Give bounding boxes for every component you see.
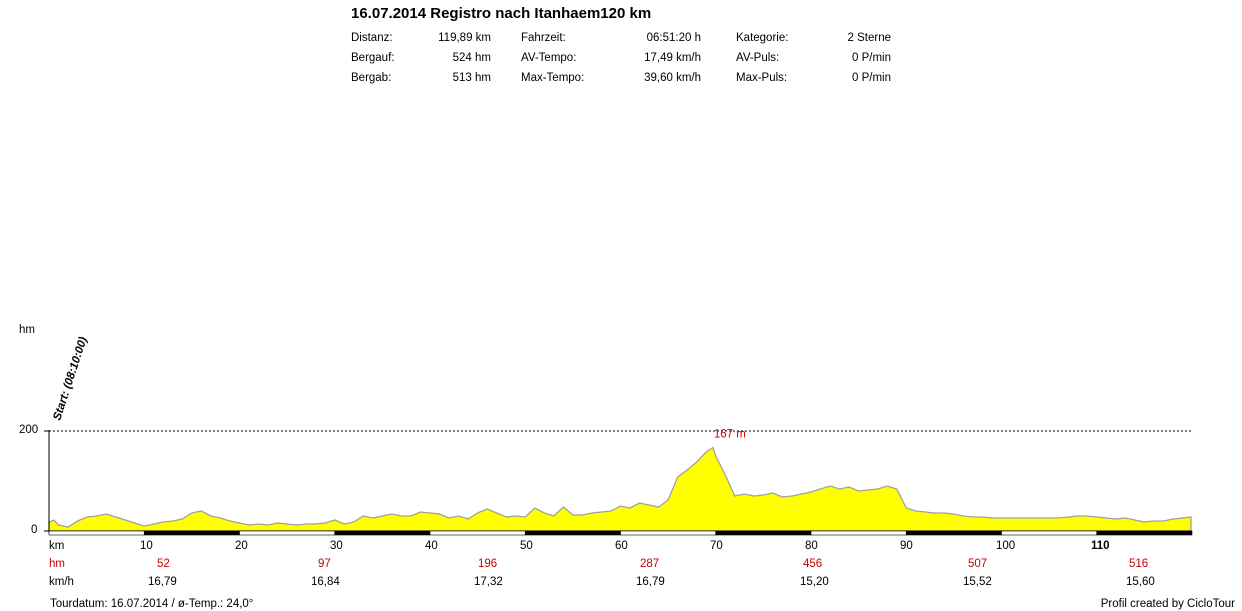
kmh-value: 16,79 [148, 576, 177, 588]
y-axis-unit-label: hm [19, 324, 35, 336]
distance-scale-bar [48, 530, 1193, 536]
x-tick-100: 100 [996, 540, 1016, 552]
kmh-value: 15,52 [963, 576, 992, 588]
hm-value: 52 [157, 558, 170, 570]
x-tick-20: 20 [235, 540, 248, 552]
x-tick-90: 90 [900, 540, 913, 552]
stat-label-ride-time: Fahrzeit: [521, 32, 566, 44]
x-tick-80: 80 [805, 540, 818, 552]
distance-bar-segment [429, 530, 526, 536]
stat-value-max-pulse: 0 P/min [852, 72, 891, 84]
stat-value-distance: 119,89 km [438, 32, 491, 44]
stat-value-avg-pulse: 0 P/min [852, 52, 891, 64]
distance-bar-segment [620, 530, 717, 536]
stat-value-max-speed: 39,60 km/h [644, 72, 701, 84]
hm-value: 456 [803, 558, 823, 570]
stat-label-avg-pulse: AV-Puls: [736, 52, 780, 64]
distance-bar-segment [905, 530, 1002, 536]
stat-label-distance: Distanz: [351, 32, 393, 44]
hm-row-label: hm [49, 558, 65, 570]
created-by-footer: Profil created by CicloTour [1100, 598, 1235, 610]
tour-date-footer: Tourdatum: 16.07.2014 / ø-Temp.: 24,0° [50, 598, 254, 610]
distance-bar-segment [1001, 530, 1098, 536]
kmh-value: 17,32 [474, 576, 503, 588]
kmh-value: 15,60 [1126, 576, 1155, 588]
distance-bar-segment [239, 530, 336, 536]
peak-annotation: 167 m [714, 429, 746, 441]
hm-value: 97 [318, 558, 331, 570]
hm-value: 507 [968, 558, 988, 570]
km-row-label: km [49, 540, 65, 552]
y-tick-0: 0 [31, 524, 38, 536]
distance-bar-segment [1096, 530, 1193, 536]
distance-bar-segment [48, 530, 145, 536]
distance-bar-segment [715, 530, 812, 536]
distance-bar-segment [524, 530, 621, 536]
stat-label-ascent: Bergauf: [351, 52, 395, 64]
kmh-value: 15,20 [800, 576, 829, 588]
kmh-value: 16,84 [311, 576, 340, 588]
hm-value: 287 [640, 558, 660, 570]
start-annotation: Start: (08:10:00) [51, 335, 89, 422]
stat-value-descent: 513 hm [452, 72, 491, 84]
elevation-area [48, 446, 1192, 532]
kmh-row-label: km/h [49, 576, 74, 588]
hm-value: 516 [1129, 558, 1149, 570]
distance-bar-segment [334, 530, 431, 536]
x-tick-50: 50 [520, 540, 533, 552]
stat-value-avg-speed: 17,49 km/h [644, 52, 701, 64]
distance-bar-segment [143, 530, 240, 536]
x-tick-10: 10 [140, 540, 153, 552]
stat-label-descent: Bergab: [351, 72, 392, 84]
stat-value-category: 2 Sterne [847, 32, 891, 44]
x-tick-70: 70 [710, 540, 723, 552]
stat-label-max-speed: Max-Tempo: [521, 72, 585, 84]
stat-value-ascent: 524 hm [452, 52, 491, 64]
hm-value: 196 [478, 558, 498, 570]
stat-value-ride-time: 06:51:20 h [646, 32, 701, 44]
stat-label-avg-speed: AV-Tempo: [521, 52, 577, 64]
x-tick-40: 40 [425, 540, 438, 552]
tour-title: 16.07.2014 Registro nach Itanhaem120 km [351, 5, 652, 22]
stat-label-category: Kategorie: [736, 32, 789, 44]
x-tick-110: 110 [1091, 540, 1110, 552]
x-tick-60: 60 [615, 540, 628, 552]
y-tick-200: 200 [19, 424, 39, 436]
distance-bar-segment [810, 530, 907, 536]
stat-label-max-pulse: Max-Puls: [736, 72, 788, 84]
kmh-value: 16,79 [636, 576, 665, 588]
x-tick-30: 30 [330, 540, 343, 552]
